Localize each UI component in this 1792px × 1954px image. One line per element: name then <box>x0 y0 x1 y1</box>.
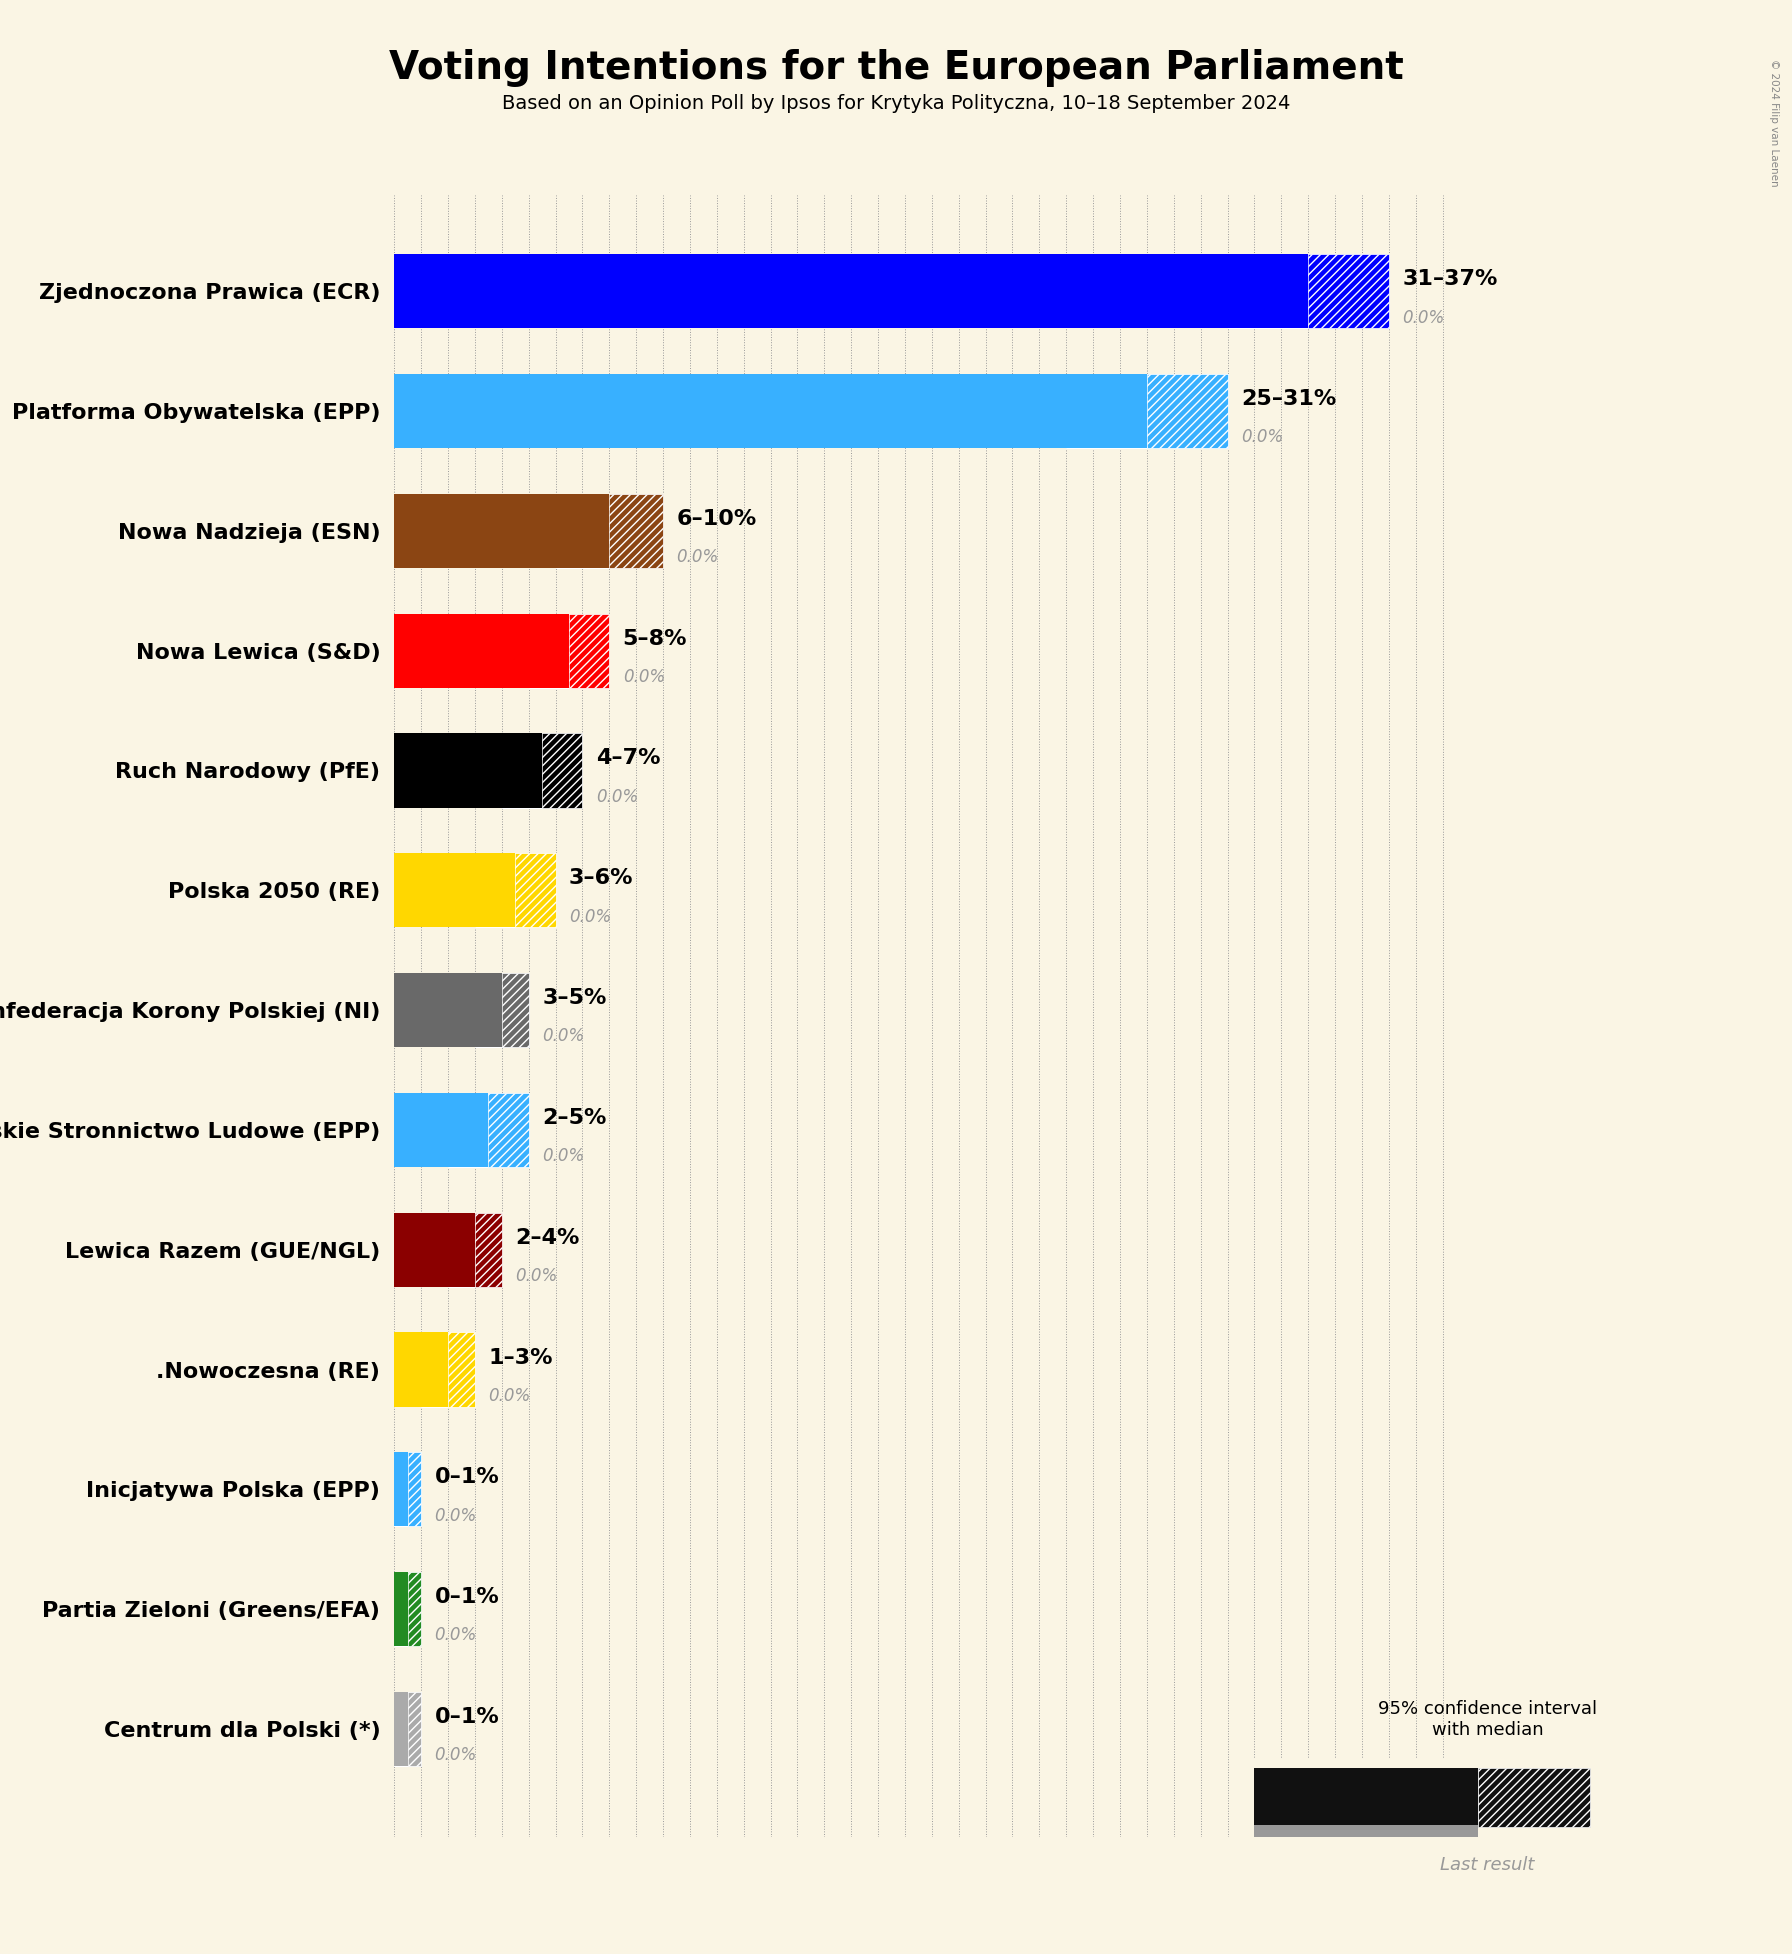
Text: 0.0%: 0.0% <box>624 668 665 686</box>
Bar <box>394 1452 409 1526</box>
Bar <box>475 973 529 1047</box>
Text: 0.0%: 0.0% <box>435 1626 477 1645</box>
Text: 0–1%: 0–1% <box>435 1467 500 1487</box>
Text: 0.0%: 0.0% <box>435 1507 477 1524</box>
Bar <box>609 494 663 569</box>
Bar <box>1478 1768 1591 1827</box>
Text: 31–37%: 31–37% <box>1403 270 1498 289</box>
Bar <box>394 1333 448 1407</box>
Bar <box>394 254 1308 328</box>
Text: 0.0%: 0.0% <box>516 1266 557 1286</box>
Bar <box>570 614 609 688</box>
Bar <box>1066 373 1228 447</box>
Bar <box>409 1692 421 1766</box>
Bar <box>394 1571 409 1647</box>
Bar <box>394 854 516 928</box>
Bar <box>502 733 582 807</box>
Text: 6–10%: 6–10% <box>677 508 756 530</box>
Bar <box>487 1092 529 1167</box>
Bar <box>556 494 663 569</box>
Text: 5–8%: 5–8% <box>624 629 686 649</box>
Text: Based on an Opinion Poll by Ipsos for Krytyka Polityczna, 10–18 September 2024: Based on an Opinion Poll by Ipsos for Kr… <box>502 94 1290 113</box>
Bar <box>394 373 1147 447</box>
Text: 4–7%: 4–7% <box>597 748 659 768</box>
Text: 0.0%: 0.0% <box>487 1387 530 1405</box>
Text: 0.0%: 0.0% <box>541 1028 584 1045</box>
Bar <box>409 1571 421 1647</box>
Bar <box>541 733 582 807</box>
Text: 0.0%: 0.0% <box>1240 428 1283 446</box>
Bar <box>394 494 609 569</box>
Bar <box>394 1571 421 1647</box>
Text: 0.0%: 0.0% <box>677 549 719 567</box>
Text: © 2024 Filip van Laenen: © 2024 Filip van Laenen <box>1769 59 1779 186</box>
Text: 0–1%: 0–1% <box>435 1708 500 1727</box>
Text: 0.0%: 0.0% <box>597 787 638 805</box>
Text: 1–3%: 1–3% <box>487 1348 552 1368</box>
Bar <box>1308 254 1389 328</box>
Bar <box>394 1692 409 1766</box>
Bar <box>1478 1768 1591 1827</box>
Bar <box>394 614 570 688</box>
Bar <box>475 854 556 928</box>
Bar <box>1254 1768 1478 1827</box>
Text: 0.0%: 0.0% <box>435 1747 477 1764</box>
Text: 95% confidence interval
with median: 95% confidence interval with median <box>1378 1700 1597 1739</box>
Text: Last result: Last result <box>1441 1856 1534 1874</box>
Text: 0.0%: 0.0% <box>541 1147 584 1165</box>
Bar <box>516 854 556 928</box>
Bar <box>529 614 609 688</box>
Bar <box>394 1092 487 1167</box>
Bar <box>394 973 502 1047</box>
Text: 0–1%: 0–1% <box>435 1587 500 1606</box>
Bar <box>448 1092 529 1167</box>
Text: 2–4%: 2–4% <box>516 1227 579 1249</box>
Text: 0.0%: 0.0% <box>570 909 611 926</box>
Text: 25–31%: 25–31% <box>1240 389 1337 408</box>
Bar <box>394 1213 475 1288</box>
Bar <box>502 973 529 1047</box>
Bar <box>1147 373 1228 447</box>
Bar <box>394 1692 421 1766</box>
Text: 3–6%: 3–6% <box>570 868 633 889</box>
Bar <box>448 1213 502 1288</box>
Bar <box>1254 1825 1478 1841</box>
Bar <box>421 1333 475 1407</box>
Bar <box>394 733 541 807</box>
Text: 2–5%: 2–5% <box>541 1108 606 1127</box>
Text: Voting Intentions for the European Parliament: Voting Intentions for the European Parli… <box>389 49 1403 86</box>
Text: 3–5%: 3–5% <box>541 989 606 1008</box>
Bar <box>394 1452 421 1526</box>
Bar <box>1228 254 1389 328</box>
Bar <box>448 1333 475 1407</box>
Bar <box>475 1213 502 1288</box>
Text: 0.0%: 0.0% <box>1403 309 1444 326</box>
Bar <box>409 1452 421 1526</box>
